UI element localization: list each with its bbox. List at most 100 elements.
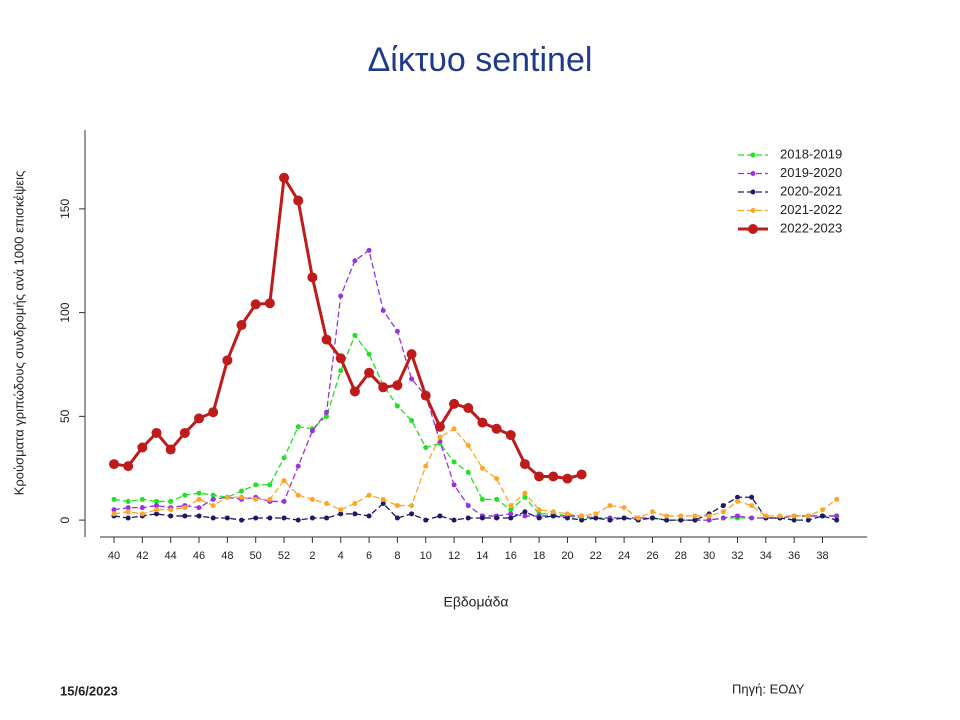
series-marker bbox=[791, 513, 797, 519]
x-tick-label: 22 bbox=[590, 550, 602, 562]
series-marker bbox=[224, 515, 230, 521]
series-marker bbox=[366, 492, 372, 498]
series-marker bbox=[307, 272, 318, 283]
series-marker bbox=[250, 299, 261, 310]
x-tick-label: 50 bbox=[250, 550, 262, 562]
series-marker bbox=[420, 390, 431, 401]
series-marker bbox=[281, 455, 287, 461]
series-marker bbox=[834, 513, 840, 519]
series-marker bbox=[607, 517, 613, 523]
y-tick-label: 50 bbox=[58, 409, 72, 423]
x-tick-label: 2 bbox=[309, 550, 315, 562]
series-marker bbox=[239, 517, 245, 523]
series-marker bbox=[522, 494, 528, 500]
series-marker bbox=[338, 507, 344, 513]
series-marker bbox=[253, 515, 259, 521]
series-marker bbox=[749, 494, 755, 500]
series-marker bbox=[380, 501, 386, 506]
series-marker bbox=[522, 513, 528, 519]
series-line bbox=[113, 249, 837, 521]
date: 15/6/2023 bbox=[60, 683, 118, 698]
series-marker bbox=[678, 513, 684, 519]
series-marker bbox=[494, 515, 500, 521]
x-tick-label: 34 bbox=[760, 550, 772, 562]
x-tick-label: 10 bbox=[420, 550, 432, 562]
series-marker bbox=[621, 515, 627, 521]
series-marker bbox=[508, 511, 514, 517]
series-marker bbox=[378, 382, 389, 393]
series-marker bbox=[505, 430, 516, 441]
source: Πηγή: ΕΟΔΥ bbox=[732, 681, 805, 696]
series-marker bbox=[805, 517, 811, 523]
series-marker bbox=[267, 482, 273, 488]
series-marker bbox=[182, 505, 188, 511]
series-marker bbox=[151, 427, 162, 438]
series-marker bbox=[309, 515, 315, 521]
series-marker bbox=[295, 517, 301, 523]
series-marker bbox=[465, 503, 471, 509]
series-marker bbox=[281, 498, 287, 504]
series-marker bbox=[434, 421, 445, 432]
series-marker bbox=[279, 172, 290, 183]
series-marker bbox=[678, 517, 684, 523]
series-marker bbox=[522, 490, 528, 496]
series-marker bbox=[706, 517, 712, 523]
series-marker bbox=[491, 423, 502, 434]
series-marker bbox=[593, 511, 599, 517]
series-marker bbox=[295, 463, 301, 469]
x-tick-label: 42 bbox=[136, 550, 148, 562]
y-tick-label: 0 bbox=[58, 516, 72, 523]
series-marker bbox=[338, 511, 344, 517]
series-marker bbox=[338, 368, 344, 374]
series-marker bbox=[324, 515, 330, 521]
series-marker bbox=[479, 465, 485, 471]
x-axis-label: Εβδομάδα bbox=[443, 594, 508, 610]
series-marker bbox=[720, 509, 726, 515]
series-marker bbox=[579, 513, 585, 519]
series-marker bbox=[309, 428, 315, 434]
series-marker bbox=[338, 293, 344, 299]
series-marker bbox=[154, 498, 160, 504]
series-marker bbox=[494, 496, 500, 502]
series-marker bbox=[210, 496, 216, 502]
series-marker bbox=[664, 517, 670, 523]
series-marker bbox=[394, 403, 400, 409]
series-marker bbox=[465, 469, 471, 475]
series-marker bbox=[352, 332, 358, 338]
series-line bbox=[113, 334, 837, 521]
series-marker bbox=[820, 507, 825, 513]
y-tick-label: 100 bbox=[58, 302, 72, 322]
series-marker bbox=[465, 515, 471, 521]
series-marker bbox=[208, 407, 219, 418]
series-marker bbox=[111, 496, 117, 502]
legend-marker bbox=[750, 208, 756, 213]
series-marker bbox=[295, 492, 301, 498]
series-marker bbox=[720, 515, 726, 521]
series-marker bbox=[349, 386, 360, 397]
series-marker bbox=[281, 515, 287, 521]
x-tick-label: 26 bbox=[646, 550, 658, 562]
series-marker bbox=[749, 503, 755, 509]
series-marker bbox=[182, 492, 188, 498]
series-marker bbox=[380, 308, 386, 314]
x-tick-label: 20 bbox=[561, 550, 573, 562]
series-marker bbox=[196, 513, 202, 519]
series-marker bbox=[834, 496, 840, 502]
series-marker bbox=[264, 298, 275, 309]
series-marker bbox=[309, 496, 315, 502]
series-marker bbox=[139, 505, 145, 511]
legend-marker bbox=[750, 171, 756, 176]
series-marker bbox=[222, 355, 233, 366]
series-marker bbox=[352, 258, 358, 264]
x-tick-label: 14 bbox=[476, 550, 488, 562]
series-marker bbox=[409, 376, 415, 382]
legend-marker bbox=[750, 152, 756, 158]
series-line bbox=[113, 427, 838, 519]
series-marker bbox=[749, 515, 755, 521]
series-marker bbox=[437, 434, 443, 440]
x-tick-label: 38 bbox=[816, 550, 828, 562]
series-marker bbox=[734, 498, 740, 504]
series-marker bbox=[154, 507, 160, 513]
series-marker bbox=[236, 320, 247, 331]
